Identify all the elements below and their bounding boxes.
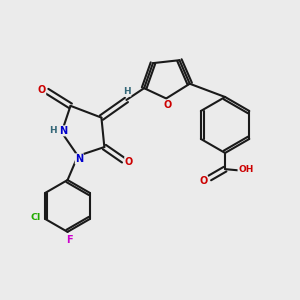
Text: H: H <box>49 126 57 135</box>
Text: O: O <box>164 100 172 110</box>
Text: H: H <box>123 87 131 96</box>
Text: OH: OH <box>238 165 254 174</box>
Text: O: O <box>125 157 133 167</box>
Text: N: N <box>75 154 83 164</box>
Text: F: F <box>66 235 72 245</box>
Text: O: O <box>38 85 46 94</box>
Text: O: O <box>199 176 207 186</box>
Text: N: N <box>59 126 67 136</box>
Text: Cl: Cl <box>31 213 41 222</box>
